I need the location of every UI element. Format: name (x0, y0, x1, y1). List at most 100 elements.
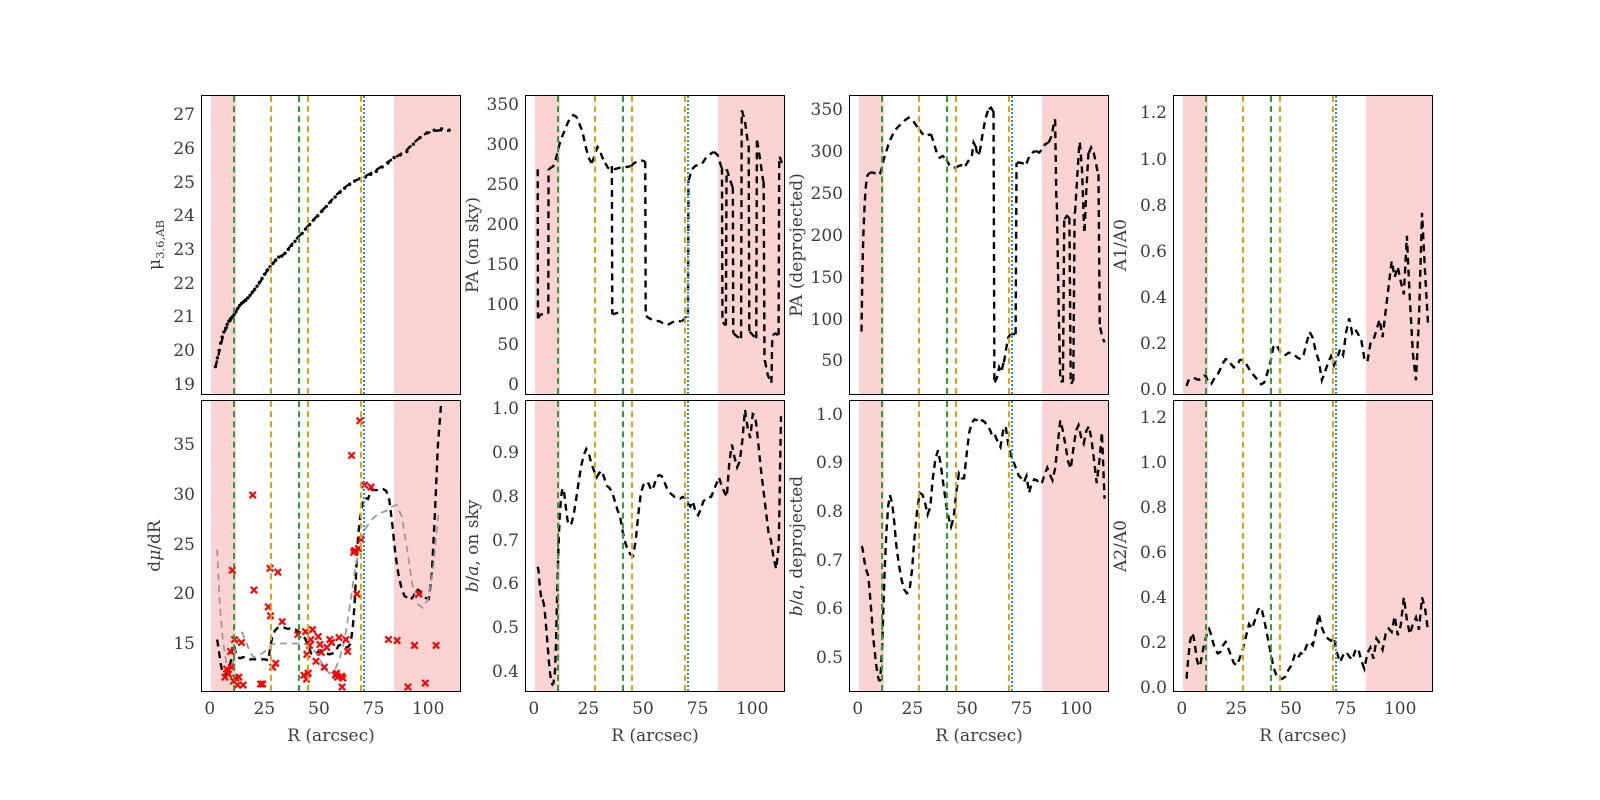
plot-area-mu36ab (202, 96, 460, 394)
marker-line-green (298, 401, 301, 691)
panel-frame-dmu_dr (201, 400, 461, 692)
y-tick-label: 0.7 (491, 530, 519, 551)
shaded-region (1182, 96, 1208, 394)
marker-line-blue (1335, 401, 1338, 691)
shaded-region (1182, 401, 1208, 691)
y-tick-label: 0.6 (1139, 241, 1167, 262)
x-tick-label: 100 (735, 699, 769, 719)
marker-line-orange (1241, 96, 1244, 394)
panel-frame-pa_on_sky (525, 95, 785, 395)
x-axis-label: R (arcsec) (287, 726, 375, 746)
marker-line-orange (684, 401, 687, 691)
marker-line-green (298, 96, 301, 394)
x-tick-label: 100 (411, 699, 445, 719)
y-tick-label: 200 (810, 225, 843, 246)
y-tick-label: 250 (810, 183, 843, 204)
plot-area-pa_deprojected (850, 96, 1108, 394)
marker-line-orange (1278, 96, 1281, 394)
marker-line-orange (917, 96, 920, 394)
x-tick-label: 75 (362, 699, 385, 719)
marker-line-green (622, 401, 625, 691)
y-tick-label: 0.4 (1139, 288, 1167, 309)
marker-line-orange (306, 96, 309, 394)
marker-line-blue (1335, 96, 1338, 394)
y-tick-label: 1.0 (815, 404, 843, 425)
y-tick-label: 0.4 (491, 662, 519, 683)
marker-line-green (622, 96, 625, 394)
y-tick-label: 250 (486, 174, 519, 195)
marker-line-orange (1278, 401, 1281, 691)
marker-line-orange (269, 96, 272, 394)
y-tick-label: 27 (173, 105, 195, 126)
x-tick-label: 0 (852, 699, 864, 719)
x-tick-label: 25 (901, 699, 924, 719)
y-tick-label: 0.6 (491, 574, 519, 595)
y-tick-label: 0.6 (815, 599, 843, 620)
y-tick-label: 50 (497, 335, 519, 356)
y-tick-label: 350 (486, 94, 519, 115)
shaded-region (1366, 401, 1432, 691)
y-axis-label-a2_over_a0: A2/A0 (1111, 520, 1131, 572)
y-tick-label: 19 (173, 374, 195, 395)
y-tick-label: 350 (810, 100, 843, 121)
y-tick-label: 30 (173, 484, 195, 505)
y-tick-label: 35 (173, 434, 195, 455)
shaded-region (394, 401, 460, 691)
marker-line-green (946, 96, 949, 394)
y-tick-label: 20 (173, 341, 195, 362)
x-tick-label: 75 (686, 699, 709, 719)
y-tick-label: 25 (173, 534, 195, 555)
x-axis-label: R (arcsec) (935, 726, 1023, 746)
x-tick-label: 0 (528, 699, 540, 719)
y-tick-label: 0.7 (815, 550, 843, 571)
panel-frame-a2_over_a0 (1173, 400, 1433, 692)
shaded-region (1366, 96, 1432, 394)
y-axis-label-pa_on_sky: PA (on sky) (463, 196, 483, 294)
plot-area-pa_on_sky (526, 96, 784, 394)
plot-area-ba_deprojected (850, 401, 1108, 691)
y-tick-label: 0.6 (1139, 542, 1167, 563)
marker-line-orange (954, 401, 957, 691)
shaded-region (534, 401, 560, 691)
y-tick-label: 100 (810, 309, 843, 330)
y-tick-label: 1.0 (491, 398, 519, 419)
plot-panel-ba_on_sky: 0.4 0.5 0.6 0.7 0.8 0.9 1.0 0 25 50 75 100 R (arcsec… (463, 399, 785, 746)
y-tick-label: 0.0 (1139, 677, 1167, 698)
y-tick-label: 0.0 (1139, 380, 1167, 401)
y-tick-label: 0.8 (1139, 195, 1167, 216)
y-tick-label: 0.8 (491, 486, 519, 507)
y-tick-label: 300 (486, 134, 519, 155)
y-tick-label: 0.2 (1139, 334, 1167, 355)
x-tick-label: 50 (632, 699, 654, 719)
marker-line-orange (360, 401, 363, 691)
plot-panel-a1_over_a0: 0.0 0.2 0.4 0.6 0.8 1.0 1.2 A1/A0 (1111, 95, 1433, 400)
x-tick-label: 25 (1225, 699, 1248, 719)
x-tick-label: 50 (956, 699, 978, 719)
marker-line-green (232, 401, 235, 691)
panel-frame-ba_on_sky (525, 400, 785, 692)
panel-frame-ba_deprojected (849, 400, 1109, 692)
marker-line-orange (917, 401, 920, 691)
y-tick-label: 26 (173, 138, 195, 159)
plot-area-ba_on_sky (526, 401, 784, 691)
y-tick-label: 0.8 (815, 501, 843, 522)
y-tick-label: 1.0 (1139, 149, 1167, 170)
plot-panel-a2_over_a0: 0.0 0.2 0.4 0.6 0.8 1.0 1.2 0 25 50 75 100 R (arcsec… (1111, 400, 1433, 746)
y-tick-label: 150 (486, 255, 519, 276)
marker-line-orange (630, 401, 633, 691)
panel-frame-mu36ab (201, 95, 461, 395)
plot-area-a2_over_a0 (1174, 401, 1432, 691)
y-tick-label: 20 (173, 584, 195, 605)
y-axis-label-ba_deprojected: b/a, deprojected (787, 475, 807, 617)
x-tick-label: 75 (1334, 699, 1357, 719)
y-tick-label: 24 (173, 206, 195, 227)
y-tick-label: 300 (810, 141, 843, 162)
y-tick-label: 15 (173, 634, 195, 655)
x-tick-label: 25 (253, 699, 276, 719)
marker-line-blue (363, 401, 366, 691)
y-tick-label: 0.4 (1139, 587, 1167, 608)
y-tick-label: 0.9 (815, 453, 843, 474)
marker-line-orange (954, 96, 957, 394)
y-tick-label: 150 (810, 267, 843, 288)
